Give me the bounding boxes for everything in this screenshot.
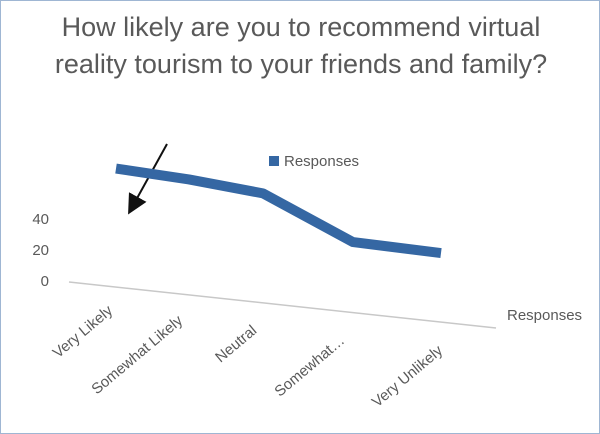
series-ribbon xyxy=(115,163,442,259)
chart-title: How likely are you to recommend virtual … xyxy=(54,12,548,79)
x-tick-label: Very Unlikely xyxy=(369,342,447,411)
x-tick-label: Very Likely xyxy=(50,302,117,362)
legend-swatch xyxy=(269,156,279,166)
y-tick-label: 40 xyxy=(32,211,49,228)
x-axis-line xyxy=(68,281,497,329)
y-tick-label: 0 xyxy=(41,273,49,290)
legend-label: Responses xyxy=(284,153,359,170)
y-tick-label: 20 xyxy=(32,242,49,259)
x-tick-label: Neutral xyxy=(212,322,260,366)
x-tick-label: Somewhat… xyxy=(271,332,348,400)
x-axis-title: Responses xyxy=(507,307,582,324)
